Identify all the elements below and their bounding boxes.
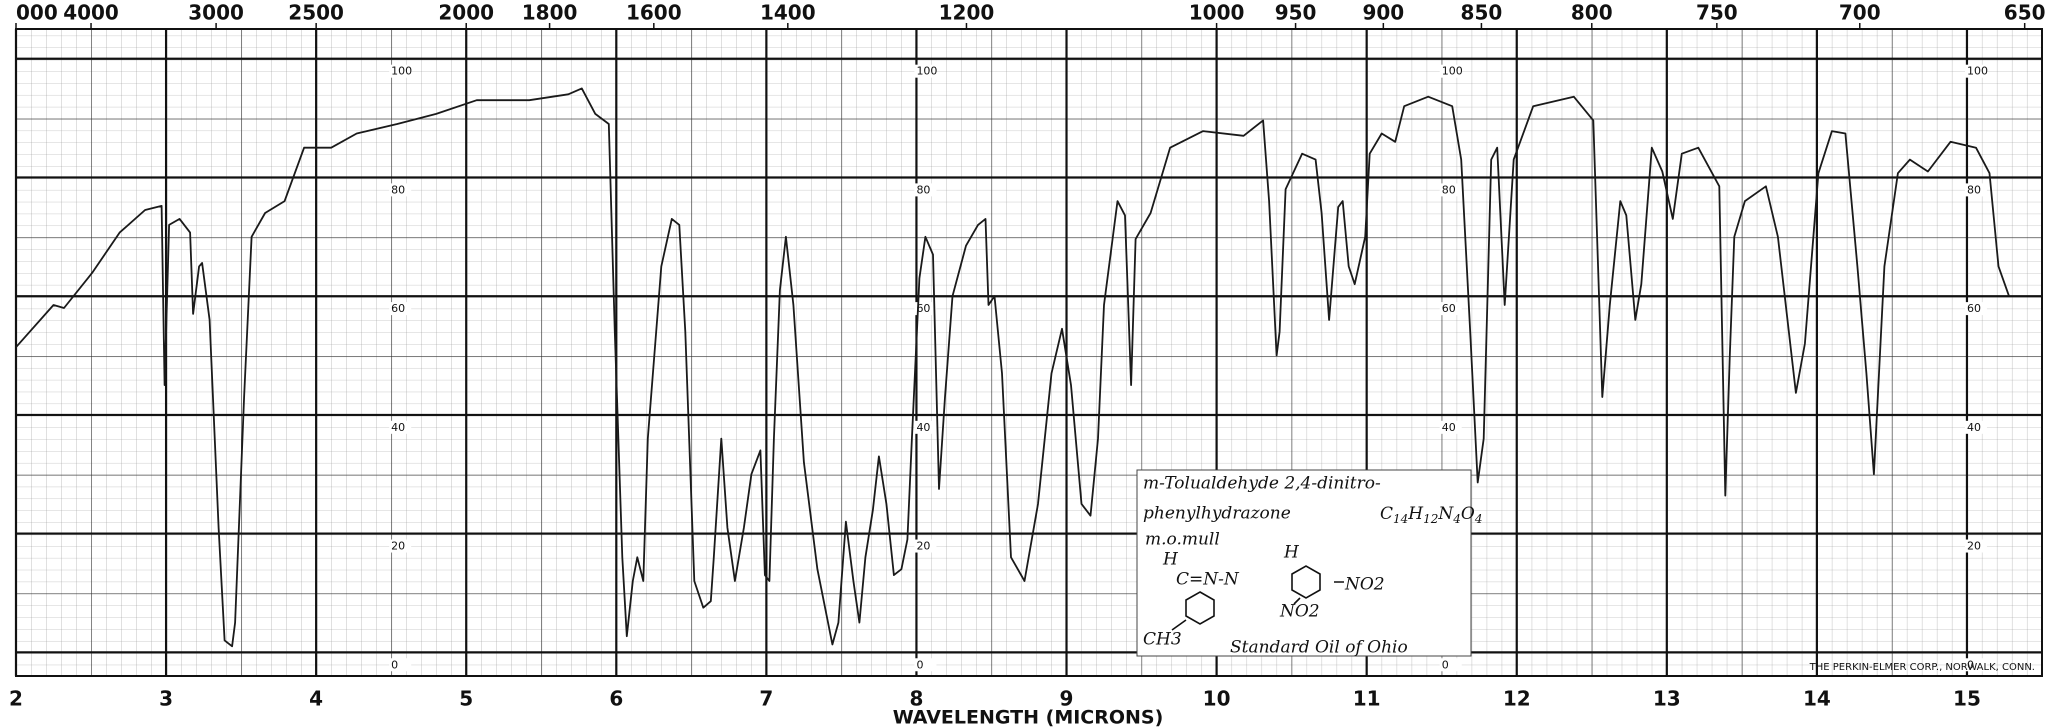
top-tick-label: 650 (2004, 1, 2046, 25)
x-tick-label: 12 (1503, 687, 1531, 711)
top-tick-label: 1400 (760, 1, 816, 25)
y-tick-label: 80 (1442, 183, 1456, 196)
top-tick-label: 850 (1461, 1, 1503, 25)
top-tick-label: 1600 (626, 1, 682, 25)
x-tick-label: 6 (609, 687, 623, 711)
spectrum-line (15, 87, 2010, 648)
compound-name: m-Tolualdehyde 2,4-dinitro- (1143, 474, 1381, 494)
y-tick-label: 60 (1442, 302, 1456, 315)
x-tick-label: 2 (9, 687, 23, 711)
label-bg (914, 183, 937, 197)
label-bg (1964, 658, 1987, 672)
x-tick-label: 4 (309, 687, 323, 711)
y-tick-label: 0 (391, 658, 398, 671)
top-tick-label: 750 (1696, 1, 1738, 25)
y-tick-label: 100 (1442, 65, 1463, 78)
y-tick-label: 0 (1967, 658, 1974, 671)
top-tick-label: 3000 (188, 1, 244, 25)
label-bg (1439, 64, 1462, 78)
atom-label: CH3 (1143, 630, 1182, 650)
y-tick-label: 20 (391, 540, 405, 553)
x-tick-label: 11 (1353, 687, 1381, 711)
top-tick-label: 900 (1362, 1, 1404, 25)
label-bg (389, 539, 412, 553)
label-bg (389, 420, 412, 434)
y-tick-label: 100 (1967, 65, 1988, 78)
label-bg (914, 64, 937, 78)
mid-grid (16, 29, 2042, 676)
label-bg (914, 420, 937, 434)
y-tick-label: 100 (916, 65, 937, 78)
y-tick-label: 60 (916, 302, 930, 315)
x-tick-label: 14 (1803, 687, 1831, 711)
label-bg (914, 658, 937, 672)
y-tick-label: 80 (391, 183, 405, 196)
x-tick-label: 9 (1060, 687, 1074, 711)
y-tick-label: 20 (1967, 540, 1981, 553)
y-tick-label: 40 (391, 421, 405, 434)
compound-name: phenylhydrazone (1143, 504, 1291, 524)
top-tick-label: 1000 (1189, 1, 1245, 25)
x-tick-label: 10 (1203, 687, 1231, 711)
atom-label: H (1162, 550, 1179, 570)
medium: m.o.mull (1145, 530, 1220, 550)
top-tick-label: 950 (1275, 1, 1317, 25)
maker: THE PERKIN-ELMER CORP., NORWALK, CONN. (1809, 662, 2035, 673)
label-bg (389, 183, 412, 197)
x-tick-label: 8 (909, 687, 923, 711)
y-tick-label: 80 (1967, 183, 1981, 196)
x-tick-label: 7 (759, 687, 773, 711)
label-bg (1964, 64, 1987, 78)
x-tick-label: 3 (159, 687, 173, 711)
top-tick-label: 2000 (438, 1, 494, 25)
x-tick-label: 15 (1953, 687, 1981, 711)
formula: C14H12N4O4 (1380, 504, 1483, 526)
inset-box (1136, 469, 1472, 657)
label-bg (1439, 302, 1462, 316)
label-bg (1964, 183, 1987, 197)
y-tick-label: 60 (1967, 302, 1981, 315)
atom-label: C=N-N (1176, 570, 1240, 590)
top-tick-label: 700 (1839, 1, 1881, 25)
label-bg (1439, 183, 1462, 197)
top-tick-label: 4000 (63, 1, 119, 25)
top-tick-label: 1800 (522, 1, 578, 25)
top-tick-label: 000 (16, 1, 58, 25)
top-tick-label: 800 (1571, 1, 1613, 25)
y-tick-label: 60 (391, 302, 405, 315)
y-tick-label: 100 (391, 65, 412, 78)
label-bg (914, 302, 937, 316)
y-tick-label: 40 (916, 421, 930, 434)
y-tick-label: 0 (1442, 658, 1449, 671)
y-tick-label: 40 (1967, 421, 1981, 434)
label-bg (389, 302, 412, 316)
source: Standard Oil of Ohio (1230, 638, 1408, 658)
label-bg (389, 658, 412, 672)
y-tick-label: 80 (916, 183, 930, 196)
label-bg (1964, 539, 1987, 553)
atom-label: H (1283, 543, 1300, 563)
x-tick-label: 13 (1653, 687, 1681, 711)
atom-label: NO2 (1279, 602, 1320, 622)
label-bg (1964, 420, 1987, 434)
label-bg (914, 539, 937, 553)
atom-label: NO2 (1344, 575, 1385, 595)
y-tick-label: 40 (1442, 421, 1456, 434)
y-tick-label: 0 (916, 658, 923, 671)
structure (1171, 565, 1344, 631)
x-tick-label: 5 (459, 687, 473, 711)
top-tick-label: 2500 (288, 1, 344, 25)
label-bg (389, 64, 412, 78)
top-tick-label: 1200 (939, 1, 995, 25)
label-bg (1964, 302, 1987, 316)
y-tick-label: 20 (916, 540, 930, 553)
label-bg (1439, 420, 1462, 434)
label-bg (1439, 658, 1462, 672)
x-axis-title: WAVELENGTH (MICRONS) (893, 707, 1164, 728)
inset: m-Tolualdehyde 2,4-dinitro- phenylhydraz… (1136, 469, 1483, 658)
